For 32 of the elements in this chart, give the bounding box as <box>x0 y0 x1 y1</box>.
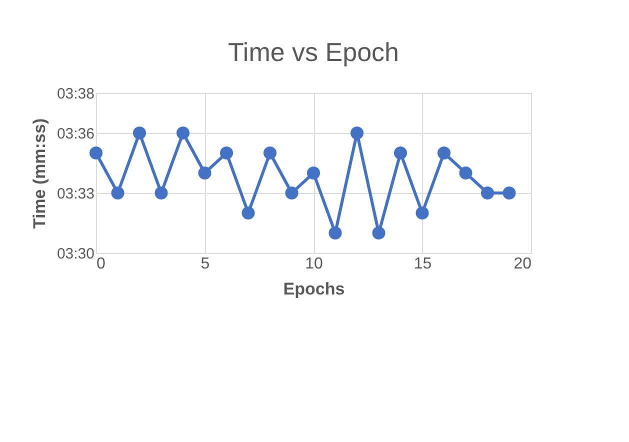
point <box>154 186 168 200</box>
y-axis-title: Time (mm:ss) <box>30 118 49 229</box>
point <box>372 226 386 240</box>
point <box>459 166 472 180</box>
point <box>328 226 342 240</box>
x-tick-label: 15 <box>414 256 432 272</box>
point <box>198 166 212 180</box>
x-tick-label: 0 <box>96 256 106 272</box>
point <box>111 186 124 200</box>
point <box>480 186 494 200</box>
point <box>394 146 408 160</box>
point <box>502 186 516 200</box>
x-tick-label: 20 <box>514 256 532 272</box>
point <box>242 206 255 220</box>
chart-title: Time vs Epoch <box>228 37 399 67</box>
point <box>350 126 364 140</box>
point <box>306 166 320 180</box>
y-tick-label: 03:36 <box>56 126 94 142</box>
point <box>132 126 146 140</box>
point <box>89 146 103 160</box>
y-tick-label: 03:38 <box>56 86 94 102</box>
x-axis-title: Epochs <box>283 280 345 298</box>
point <box>285 186 298 200</box>
point <box>263 146 277 160</box>
point <box>220 146 234 160</box>
y-tick-label: 03:33 <box>56 186 94 202</box>
point <box>437 146 451 160</box>
x-tick-label: 10 <box>305 256 323 272</box>
y-tick-label: 03:30 <box>56 246 94 262</box>
point <box>416 206 429 220</box>
point <box>176 126 190 140</box>
x-tick-label: 5 <box>200 256 210 272</box>
